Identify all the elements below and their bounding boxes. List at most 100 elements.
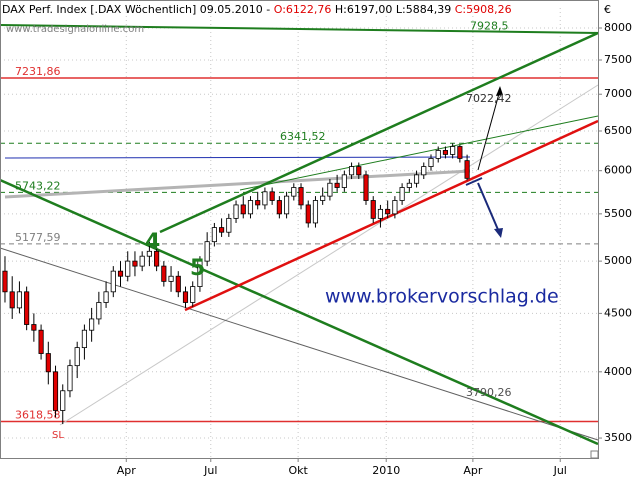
candle-body bbox=[74, 347, 80, 367]
candle-body bbox=[154, 250, 160, 267]
candle-body bbox=[262, 191, 268, 206]
level-label: 6341,52 bbox=[280, 130, 326, 143]
y-tick-label: 6000 bbox=[604, 164, 632, 177]
candle-body bbox=[52, 371, 59, 411]
watermark: www.tradesignalonline.com bbox=[6, 24, 144, 35]
level-label: 5177,59 bbox=[15, 231, 61, 244]
trend-line bbox=[184, 119, 599, 312]
candle-body bbox=[450, 146, 456, 155]
arrows bbox=[465, 86, 503, 238]
candle-body bbox=[146, 250, 152, 257]
grid bbox=[0, 8, 598, 458]
y-tick-label: 4000 bbox=[604, 365, 632, 378]
candle-body bbox=[269, 191, 275, 201]
level-label: 7928,5 bbox=[470, 19, 509, 32]
candle-body bbox=[435, 150, 441, 159]
trend-line bbox=[0, 178, 599, 446]
candle-body bbox=[284, 195, 290, 215]
candle-body bbox=[312, 200, 319, 224]
x-tick-label: Jul bbox=[203, 464, 217, 477]
candle-body bbox=[363, 174, 369, 201]
candle-body bbox=[60, 390, 66, 411]
candle-body bbox=[298, 187, 304, 206]
candle-body bbox=[161, 265, 167, 282]
trend-line bbox=[159, 31, 599, 234]
candle-body bbox=[96, 302, 102, 320]
candle-body bbox=[103, 291, 109, 303]
level-label: 5743,22 bbox=[15, 179, 61, 192]
candle-body bbox=[175, 275, 181, 293]
candle-body bbox=[81, 329, 87, 349]
candle-body bbox=[377, 208, 384, 219]
candle-body bbox=[2, 270, 8, 293]
candles bbox=[2, 143, 470, 425]
candle-body bbox=[24, 291, 30, 325]
x-tick-label: Apr bbox=[117, 464, 137, 477]
candle-body bbox=[211, 227, 217, 243]
y-tick-label: 6500 bbox=[604, 124, 632, 137]
corner-box bbox=[590, 450, 599, 459]
trend-line bbox=[0, 247, 599, 441]
candle-body bbox=[132, 260, 138, 267]
candle-body bbox=[233, 204, 239, 219]
arrow bbox=[477, 182, 500, 233]
candle-body bbox=[320, 195, 326, 201]
candle-body bbox=[190, 286, 196, 303]
candle-body bbox=[117, 270, 124, 277]
ohlc-label: L:5884,39 bbox=[396, 3, 451, 16]
arrow bbox=[477, 89, 501, 171]
marker bbox=[465, 177, 483, 186]
y-tick-label: 7500 bbox=[604, 53, 632, 66]
candle-body bbox=[67, 365, 73, 392]
candle-body bbox=[168, 275, 174, 282]
candle-body bbox=[428, 158, 434, 167]
trend-lines bbox=[0, 24, 599, 446]
candle-body bbox=[406, 182, 412, 188]
level-label: 7231,86 bbox=[15, 65, 61, 78]
x-tick-label: 2010 bbox=[372, 464, 400, 477]
candle-body bbox=[341, 174, 347, 188]
arrow-head bbox=[496, 86, 503, 96]
candle-body bbox=[356, 166, 362, 176]
arrow-head bbox=[494, 228, 503, 238]
trend-line bbox=[239, 115, 599, 191]
candle-body bbox=[276, 200, 282, 215]
y-tick-label: 3500 bbox=[604, 431, 632, 444]
candle-body bbox=[385, 208, 391, 215]
candle-body bbox=[255, 200, 261, 206]
annotation: 5 bbox=[190, 256, 205, 281]
annotation: 4 bbox=[145, 230, 160, 255]
candle-body bbox=[125, 260, 131, 277]
candle-body bbox=[247, 200, 254, 215]
candle-body bbox=[240, 204, 246, 215]
candle-body bbox=[197, 260, 203, 287]
x-tick-label: Jul bbox=[553, 464, 567, 477]
candle-body bbox=[89, 318, 95, 331]
y-tick-label: 5500 bbox=[604, 207, 632, 220]
candle-body bbox=[327, 182, 333, 197]
ohlc-label: O:6122,76 bbox=[274, 3, 332, 16]
candle-body bbox=[348, 166, 355, 176]
candle-body bbox=[442, 150, 448, 155]
ohlc-label: C:5908,26 bbox=[455, 3, 512, 16]
trend-line bbox=[4, 156, 471, 159]
candle-body bbox=[45, 353, 51, 373]
candle-body bbox=[399, 187, 405, 201]
candle-body bbox=[204, 241, 210, 262]
candle-body bbox=[16, 291, 22, 309]
trend-line bbox=[59, 84, 599, 426]
annotation: 7022,42 bbox=[466, 92, 512, 105]
annotation: SL bbox=[52, 430, 64, 441]
annotation: 3790,26 bbox=[466, 386, 512, 399]
candle-body bbox=[370, 200, 376, 219]
candle-body bbox=[457, 146, 463, 159]
candle-body bbox=[110, 270, 116, 293]
candle-body bbox=[31, 324, 37, 331]
y-tick-label: 7000 bbox=[604, 87, 632, 100]
ohlc-label: H:6197,00 bbox=[335, 3, 392, 16]
title: DAX Perf. Index [.DAX Wöchentlich] 09.05… bbox=[2, 3, 274, 16]
x-tick-label: Okt bbox=[288, 464, 308, 477]
candle-body bbox=[392, 200, 398, 215]
